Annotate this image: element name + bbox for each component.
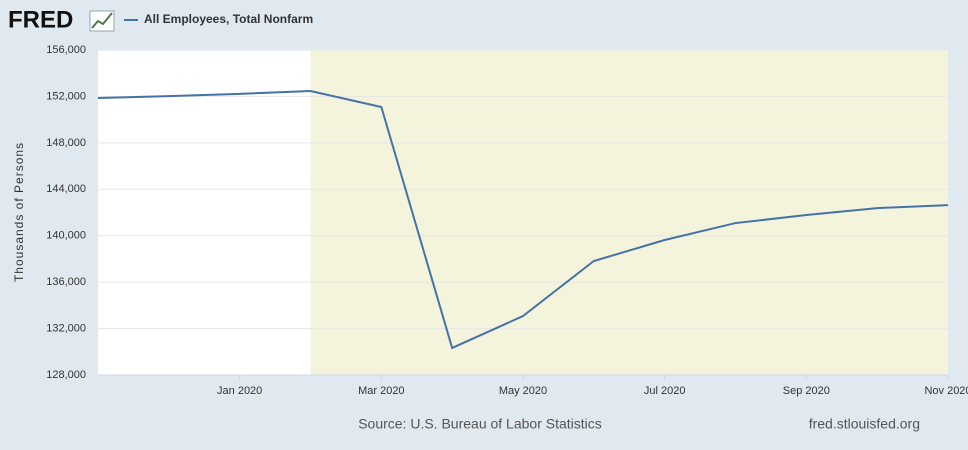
- y-axis-label: Thousands of Persons: [12, 142, 26, 282]
- x-tick-label: Mar 2020: [358, 385, 404, 397]
- x-tick-label: Jan 2020: [217, 385, 262, 397]
- y-tick-label: 148,000: [46, 137, 86, 149]
- logo: FRED: [8, 6, 73, 33]
- source: Source: U.S. Bureau of Labor Statistics: [358, 416, 602, 432]
- logo-icon: [89, 10, 115, 32]
- legend-label: All Employees, Total Nonfarm: [144, 12, 313, 26]
- y-tick-label: 136,000: [46, 276, 86, 288]
- site: fred.stlouisfed.org: [809, 416, 920, 432]
- x-tick-label: May 2020: [499, 385, 547, 397]
- y-tick-label: 152,000: [46, 90, 86, 102]
- x-tick-label: Sep 2020: [783, 385, 830, 397]
- y-tick-label: 140,000: [46, 230, 86, 242]
- y-tick-label: 144,000: [46, 183, 86, 195]
- y-tick-label: 132,000: [46, 322, 86, 334]
- data-line: [97, 89, 949, 350]
- recession-shading: [310, 50, 948, 375]
- x-tick-label: Nov 2020: [924, 385, 968, 397]
- y-tick-label: 128,000: [46, 369, 86, 381]
- x-tick-label: Jul 2020: [644, 385, 686, 397]
- y-tick-label: 156,000: [46, 44, 86, 56]
